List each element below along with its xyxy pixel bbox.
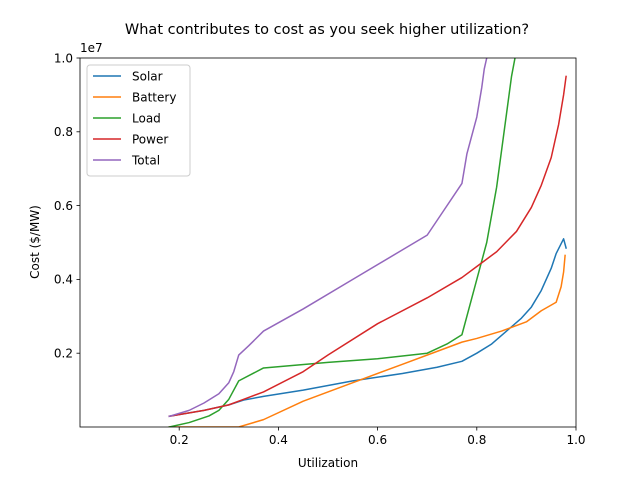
x-tick-label: 1.0 xyxy=(566,433,585,447)
y-axis-label: Cost ($/MW) xyxy=(28,205,42,279)
series-line-total xyxy=(168,58,488,418)
y-axis: 0.2 0.4 0.6 0.8 1.0 xyxy=(54,51,80,361)
series-line-solar xyxy=(168,238,567,418)
y-tick-label: 0.6 xyxy=(54,199,73,213)
series-line-load xyxy=(168,58,516,427)
plot-frame xyxy=(79,57,577,428)
legend: Solar Battery Load Power Total xyxy=(86,64,191,177)
legend-box xyxy=(86,64,191,177)
series-layer xyxy=(168,58,567,427)
x-axis: 0.2 0.4 0.6 0.8 1.0 xyxy=(170,427,586,447)
series-line-battery xyxy=(168,254,566,427)
x-tick-label: 0.8 xyxy=(467,433,486,447)
chart-title: What contributes to cost as you seek hig… xyxy=(125,22,529,38)
legend-label-total: Total xyxy=(131,153,160,167)
y-tick-label: 1.0 xyxy=(54,51,73,65)
y-tick-label: 0.2 xyxy=(54,347,73,361)
y-tick-label: 0.4 xyxy=(54,273,73,287)
legend-label-solar: Solar xyxy=(132,69,163,83)
x-axis-label: Utilization xyxy=(298,456,358,470)
legend-label-battery: Battery xyxy=(132,90,176,104)
y-tick-label: 0.8 xyxy=(54,125,73,139)
x-tick-label: 0.2 xyxy=(170,433,189,447)
legend-label-load: Load xyxy=(132,111,161,125)
series-line-power xyxy=(168,75,567,418)
x-tick-label: 0.6 xyxy=(368,433,387,447)
legend-label-power: Power xyxy=(132,132,168,146)
y-offset-text: 1e7 xyxy=(80,41,103,55)
x-tick-label: 0.4 xyxy=(269,433,288,447)
